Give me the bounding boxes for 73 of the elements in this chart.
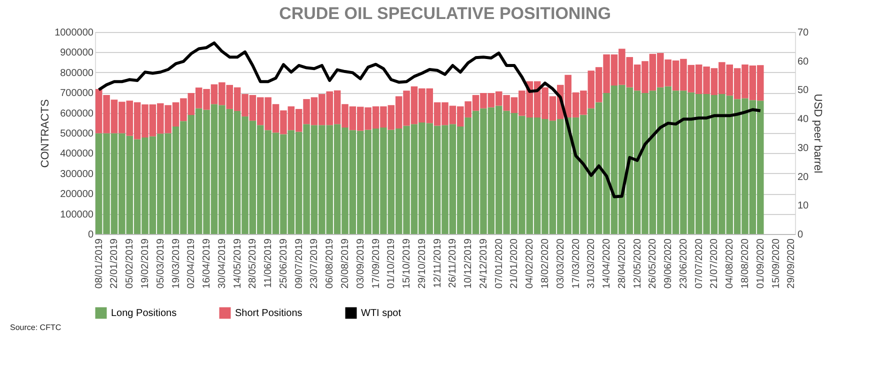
x-tick-label: 24/12/2019: [478, 238, 490, 289]
y2-tick-label: 50: [798, 85, 810, 96]
x-tick-label: 17/03/2020: [570, 238, 582, 289]
legend-label: Long Positions: [111, 308, 177, 319]
x-tick-label: 25/06/2019: [278, 238, 290, 289]
x-tick-label: 04/02/2020: [524, 238, 536, 289]
x-tick-label: 07/01/2020: [494, 238, 505, 289]
x-tick-label: 03/09/2019: [355, 238, 366, 289]
y2-tick-label: 10: [798, 200, 810, 212]
y-tick-label: 400000: [60, 148, 94, 160]
x-tick-label: 04/08/2020: [724, 238, 736, 289]
x-tick-label: 01/10/2019: [386, 238, 398, 289]
x-tick-label: 12/05/2020: [632, 238, 644, 289]
x-tick-label: 31/03/2020: [586, 238, 598, 289]
x-tick-label: 03/03/2020: [555, 238, 566, 289]
x-tick-label: 06/08/2019: [324, 238, 336, 289]
y-axis-title: CONTRACTS: [40, 99, 52, 168]
y2-tick-label: 40: [798, 114, 810, 126]
x-tick-label: 29/10/2019: [416, 238, 428, 289]
x-tick-label: 19/02/2019: [140, 238, 151, 289]
x-tick-label: 11/06/2019: [263, 238, 274, 288]
y-tick-label: 700000: [60, 88, 94, 100]
x-tick-label: 10/12/2019: [463, 238, 474, 289]
y2-tick-label: 0: [798, 230, 804, 240]
y-tick-label: 600000: [60, 108, 94, 120]
x-tick-label: 05/02/2019: [124, 238, 136, 289]
x-tick-label: 12/11/2019: [432, 238, 444, 288]
x-tick-label: 18/08/2020: [740, 238, 751, 289]
y-tick-label: 500000: [60, 128, 94, 140]
x-tick-label: 29/09/2020: [786, 238, 798, 289]
x-tick-label: 09/07/2019: [294, 238, 305, 289]
y-tick-label: 200000: [60, 189, 94, 200]
x-tick-label: 14/05/2019: [232, 238, 244, 289]
x-tick-label: 05/03/2019: [155, 238, 166, 289]
y2-tick-label: 20: [798, 172, 810, 183]
x-tick-label: 18/02/2020: [540, 238, 551, 289]
x-tick-label: 14/04/2020: [602, 238, 613, 289]
x-tick-label: 30/04/2019: [216, 238, 228, 289]
y-tick-label: 1000000: [54, 28, 94, 38]
x-tick-label: 19/03/2019: [170, 238, 182, 289]
y-tick-label: 300000: [60, 168, 94, 180]
y2-tick-label: 30: [798, 142, 810, 154]
y2-axis-title: USD peer barrel: [812, 94, 824, 174]
legend-label: Short Positions: [235, 308, 302, 319]
x-tick-label: 28/04/2020: [616, 238, 628, 289]
x-tick-label: 01/09/2020: [755, 238, 766, 289]
x-tick-label: 28/05/2019: [248, 238, 259, 289]
x-tick-label: 17/09/2019: [370, 238, 382, 289]
legend-label: WTI spot: [361, 308, 402, 319]
y-tick-label: 100000: [60, 209, 94, 220]
source-note: Source: CFTC: [10, 323, 62, 332]
y2-tick-label: 70: [798, 28, 810, 38]
y-tick-label: 900000: [60, 48, 94, 59]
x-tick-label: 21/01/2020: [509, 238, 520, 289]
x-tick-label: 23/07/2019: [309, 238, 320, 289]
x-tick-label: 09/06/2020: [663, 238, 674, 289]
x-tick-label: 22/01/2019: [109, 238, 120, 289]
x-tick-label: 21/07/2020: [709, 238, 720, 289]
x-tick-label: 26/05/2020: [648, 238, 659, 289]
y-tick-label: 800000: [60, 68, 94, 79]
y-tick-label: 0: [88, 230, 94, 240]
x-tick-label: 08/01/2019: [94, 238, 105, 289]
x-tick-label: 15/10/2019: [402, 238, 413, 289]
x-tick-label: 02/04/2019: [186, 238, 198, 289]
x-tick-label: 15/09/2020: [770, 238, 782, 289]
y2-tick-label: 60: [798, 56, 810, 68]
x-tick-label: 23/06/2020: [678, 238, 690, 289]
line-series: [97, 41, 762, 198]
x-tick-label: 20/08/2019: [340, 238, 351, 289]
chart-title: CRUDE OIL SPECULATIVE POSITIONING: [279, 4, 611, 23]
x-tick-label: 26/11/2019: [448, 238, 459, 288]
x-tick-label: 16/04/2019: [202, 238, 213, 289]
x-tick-label: 07/07/2020: [694, 238, 705, 289]
